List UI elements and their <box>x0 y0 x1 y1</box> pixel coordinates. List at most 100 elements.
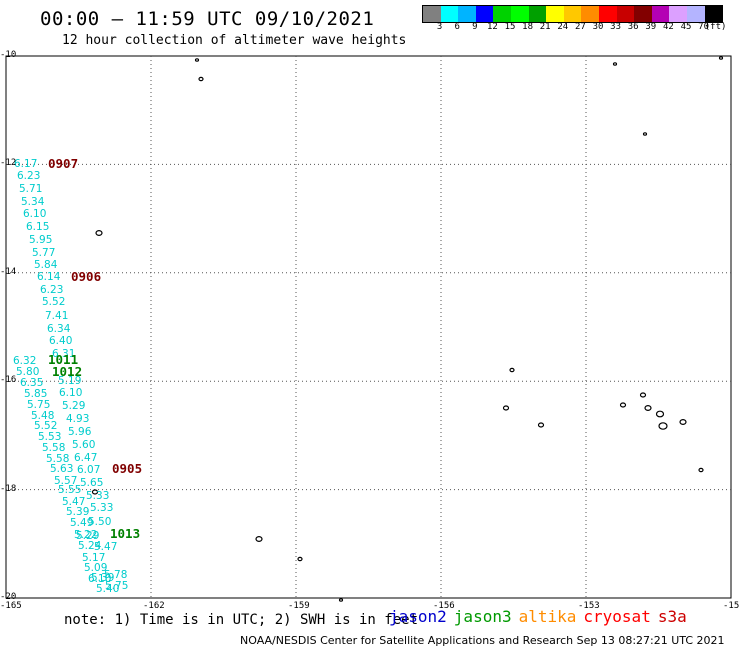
scale-swatch <box>546 6 564 22</box>
wave-height-label: 6.32 <box>13 355 36 367</box>
island-outline <box>194 58 200 62</box>
wave-height-label: 5.53 <box>38 431 61 443</box>
scale-label: 39 <box>645 22 657 32</box>
wave-height-label: 5.58 <box>46 453 69 465</box>
wave-height-label: 6.47 <box>74 452 97 464</box>
scale-swatch <box>686 6 705 22</box>
wave-height-label: 6.40 <box>49 335 72 347</box>
latitude-label: -10 <box>0 50 17 60</box>
wave-height-label: 5.39 <box>66 506 89 518</box>
track-time-label: 0905 <box>112 461 142 476</box>
satellite-legend-item: altika <box>518 607 577 626</box>
island-outline <box>644 405 652 412</box>
wave-height-label: 5.75 <box>27 399 50 411</box>
scale-swatch <box>598 6 617 22</box>
wave-height-label: 5.19 <box>58 375 81 387</box>
wave-height-label: 5.52 <box>42 296 65 308</box>
wave-height-label: 6.10 <box>23 208 46 220</box>
wave-height-label: 5.48 <box>31 410 54 422</box>
wave-height-label: 5.47 <box>94 541 117 553</box>
island-outline <box>509 367 515 373</box>
wave-height-label: 6.17 <box>14 158 37 170</box>
wave-height-label: 6.10 <box>59 387 82 399</box>
color-scale-labels: 3 6 9 12 15 18 21 24 27 30 33 36 39 42 45 70 (ft) <box>422 22 732 34</box>
credit-line: NOAA/NESDIS Center for Satellite Applica… <box>240 634 725 647</box>
page-subtitle: 12 hour collection of altimeter wave hei… <box>62 33 407 48</box>
wave-height-label: 5.50 <box>88 516 111 528</box>
latitude-label: -20 <box>0 592 17 602</box>
wave-height-label: 5.33 <box>86 490 109 502</box>
scale-swatch <box>704 6 723 22</box>
scale-label: 36 <box>627 22 639 32</box>
island-outline <box>718 56 724 60</box>
longitude-label: -153 <box>578 601 600 611</box>
scale-label: 12 <box>486 22 498 32</box>
wave-height-label: 5.96 <box>68 426 92 438</box>
scale-swatch <box>563 6 582 22</box>
longitude-label: -15 <box>723 601 740 611</box>
scale-swatch <box>581 6 599 22</box>
island-outline <box>679 419 687 426</box>
satellite-legend-item: cryosat <box>583 607 651 626</box>
latitude-label: -14 <box>0 266 17 277</box>
scale-label: 45 <box>680 22 692 32</box>
scale-swatch <box>475 6 494 22</box>
wave-height-label: 5.52 <box>34 420 57 432</box>
wave-height-label: 5.58 <box>42 442 65 454</box>
scale-label: 42 <box>662 22 674 32</box>
island-outline <box>698 467 704 473</box>
track-time-label: 1011 <box>48 352 78 367</box>
island-outline <box>642 132 648 136</box>
wave-height-label: 5.09 <box>84 562 107 574</box>
scale-swatch <box>528 6 547 22</box>
island-outlines <box>91 56 724 602</box>
scale-label: (ft) <box>704 22 727 32</box>
scale-label: 18 <box>522 22 534 32</box>
track-time-label: 0906 <box>71 269 101 284</box>
wave-height-label: 5.71 <box>19 183 42 195</box>
island-outline <box>338 598 344 602</box>
wave-height-label: 6.15 <box>26 221 49 233</box>
scale-label: 21 <box>539 22 551 32</box>
wave-height-label: 5.34 <box>21 196 45 208</box>
wave-height-label: 5.77 <box>32 247 55 259</box>
latitude-label: -12 <box>0 158 17 169</box>
wave-height-label: 5.17 <box>82 552 105 564</box>
island-outline <box>639 392 647 398</box>
wave-height-label: 5.84 <box>34 259 58 271</box>
island-outline <box>619 402 627 408</box>
wave-height-label: 5.22 <box>74 529 97 541</box>
wave-height-label: 5.80 <box>16 366 39 378</box>
wave-height-label: 5.60 <box>72 439 95 451</box>
scale-swatch <box>510 6 529 22</box>
wave-height-label: 5.85 <box>24 388 47 400</box>
page-title: 00:00 – 11:59 UTC 09/10/2021 <box>40 8 375 30</box>
wave-height-label: 6.07 <box>77 464 100 476</box>
satellite-legend-item: s3a <box>657 607 687 626</box>
track-time-label: 1013 <box>110 526 140 541</box>
scale-swatch <box>669 6 687 22</box>
scale-label: 3 <box>436 22 443 32</box>
scale-swatch <box>651 6 670 22</box>
island-outline <box>658 422 668 430</box>
wave-height-label: 6.31 <box>52 348 75 360</box>
latitude-label: -18 <box>0 483 17 494</box>
wave-height-label: 4.93 <box>66 413 89 425</box>
scale-label: 30 <box>592 22 604 32</box>
scale-label: 9 <box>472 22 478 32</box>
wave-height-label: 5.47 <box>62 496 85 508</box>
longitude-label: -165 <box>0 601 22 611</box>
wave-height-label: 5.63 <box>50 463 73 475</box>
island-outline <box>91 489 99 495</box>
wave-height-values: 6.176.235.715.346.106.155.955.775.846.14… <box>13 158 128 595</box>
island-outline <box>502 405 510 411</box>
island-outline <box>297 556 303 562</box>
longitude-label: -162 <box>143 601 165 611</box>
island-outline <box>198 76 204 82</box>
wave-height-label: 6.23 <box>17 170 40 182</box>
scale-swatch <box>493 6 511 22</box>
wave-height-label: 5.33 <box>90 502 113 514</box>
wave-height-label: 5.39 <box>91 572 114 584</box>
